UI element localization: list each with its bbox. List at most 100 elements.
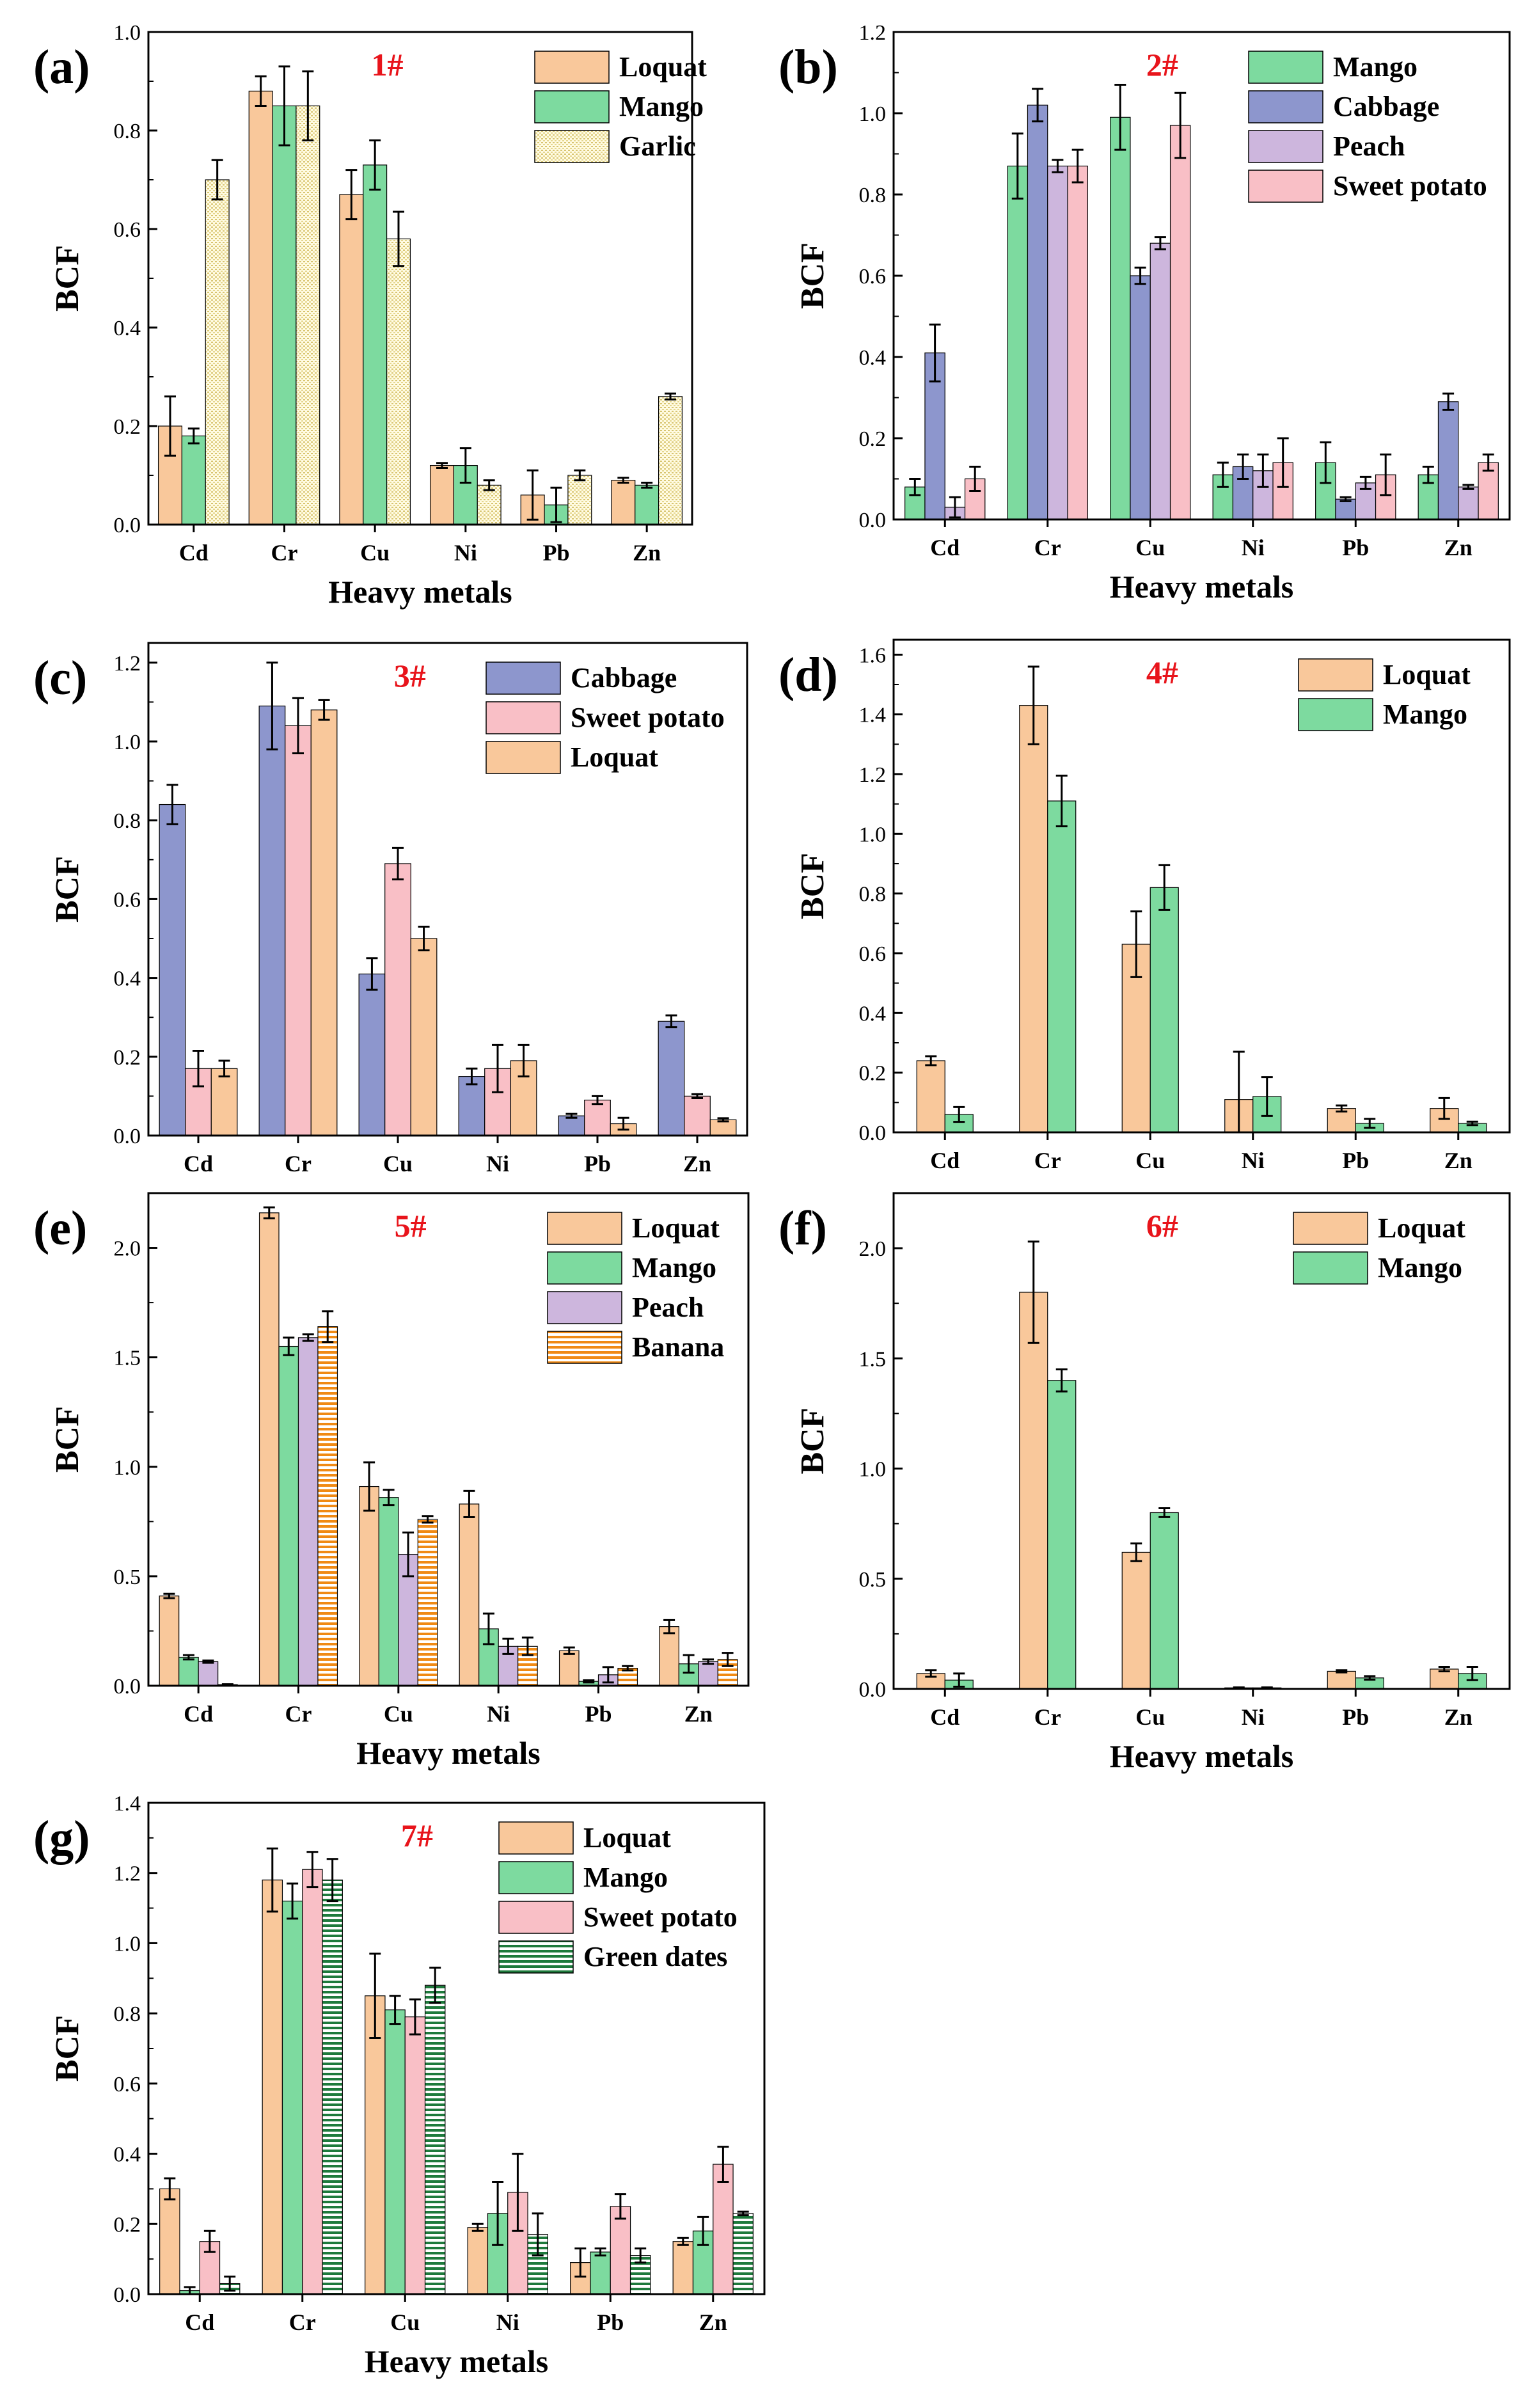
x-tick-label-cd: Cd <box>930 535 959 560</box>
y-tick-label: 0.4 <box>114 967 141 991</box>
y-tick-label: 0.4 <box>859 346 887 370</box>
x-tick-label-ni: Ni <box>1242 1148 1265 1173</box>
panel-title: 6# <box>1146 1208 1178 1244</box>
y-tick-label: 0.4 <box>114 317 141 340</box>
panel-letter: (b) <box>778 40 838 94</box>
y-tick-label: 0.8 <box>859 883 887 907</box>
bar-peach-cu <box>1149 242 1171 520</box>
error-bar-garlic-cu <box>393 210 404 267</box>
legend-swatch <box>547 1251 622 1285</box>
x-tick-label-pb: Pb <box>1342 1148 1369 1173</box>
bar-loquat-cu <box>365 1995 386 2295</box>
error-bar-loquat-cd <box>164 2177 176 2201</box>
legend-label: Loquat <box>1383 659 1471 690</box>
y-tick-label: 1.0 <box>859 823 887 846</box>
bar-garlic-cr <box>296 105 320 525</box>
x-tick-label-zn: Zn <box>1444 1704 1473 1730</box>
error-bar-mango-pb <box>583 1679 595 1684</box>
error-bar-sweet-potato-cd <box>203 2230 216 2253</box>
error-bar-loquat-pb <box>1336 1669 1348 1674</box>
error-bar-garlic-cr <box>302 70 314 141</box>
legend-swatch <box>547 1331 622 1364</box>
error-bar-loquat-cu <box>345 169 358 221</box>
error-bar-cabbage-ni <box>1237 453 1249 480</box>
bar-garlic-cd <box>205 179 230 525</box>
error-bar-cabbage-pb <box>1339 496 1352 502</box>
legend-item-loquat: Loquat <box>534 51 707 84</box>
error-bar-mango-cr <box>283 1336 295 1356</box>
x-tick-label-cu: Cu <box>360 540 390 566</box>
x-axis-label: Heavy metals <box>328 574 512 610</box>
error-bar-sweet-potato-cd <box>969 465 981 493</box>
legend-swatch <box>486 701 561 734</box>
x-tick-label-ni: Ni <box>496 2309 519 2335</box>
x-tick-label-zn: Zn <box>633 540 661 566</box>
error-bar-loquat-ni <box>436 462 448 469</box>
error-bar-loquat-ni <box>463 1489 475 1518</box>
y-tick-label: 0.5 <box>859 1568 887 1592</box>
error-bar-cabbage-zn <box>1442 392 1455 411</box>
x-tick-label-pb: Pb <box>1342 535 1369 560</box>
bar-sweet-potato-cu <box>1169 125 1191 520</box>
error-bar-mango-cu <box>1158 1507 1171 1518</box>
error-bar-peach-zn <box>702 1658 715 1665</box>
bar-cabbage-cr <box>258 705 286 1136</box>
bar-loquat-cu <box>339 194 364 525</box>
legend-swatch <box>1248 90 1323 123</box>
error-bar-cabbage-cr <box>1032 88 1044 123</box>
error-bar-mango-zn <box>683 1654 695 1674</box>
panel--g-: 0.0 0.2 0.4 0.6 0.8 1.0 1.2 1.4 Cd Cr Cu Ni Pb Zn BCF H… <box>33 1792 766 2379</box>
y-tick-label: 0.2 <box>114 2213 141 2237</box>
bar-banana-cu <box>417 1519 438 1686</box>
x-tick-label-cr: Cr <box>1034 535 1061 560</box>
error-bar-loquat-cd <box>163 1592 175 1599</box>
x-tick-label-zn: Zn <box>683 1151 711 1176</box>
panel-title: 4# <box>1146 654 1178 690</box>
error-bar-mango-ni <box>459 447 471 484</box>
legend-label: Mango <box>583 1862 668 1893</box>
legend-label: Sweet potato <box>583 1901 738 1933</box>
error-bar-green-dates-cr <box>326 1858 338 1903</box>
error-bar-mango-cu <box>389 1995 401 2025</box>
panel-letter: (e) <box>33 1201 87 1255</box>
error-bar-mango-cd <box>953 1672 965 1688</box>
y-tick-label: 0.2 <box>859 427 887 451</box>
error-bar-mango-cr <box>287 1882 299 1920</box>
bar-loquat-cr <box>248 90 273 525</box>
error-bar-loquat-cd <box>164 395 176 457</box>
bar-mango-cr <box>1047 800 1077 1133</box>
bar-mango-zn <box>635 484 659 525</box>
y-tick-label: 0.0 <box>859 1121 887 1145</box>
x-tick-label-cr: Cr <box>1034 1148 1061 1173</box>
x-tick-label-cd: Cd <box>179 540 209 566</box>
bar-loquat-ni <box>459 1503 480 1686</box>
error-bar-peach-pb <box>1359 475 1371 490</box>
legend-label: Loquat <box>619 51 707 83</box>
bar-loquat-cr <box>310 709 338 1136</box>
legend-swatch <box>547 1212 622 1245</box>
legend-label: Loquat <box>632 1212 720 1244</box>
legend-swatch <box>498 1821 574 1855</box>
panel--f-: 0.0 0.5 1.0 1.5 2.0 Cd Cr Cu Ni Pb Zn BCF Heavy meta… <box>778 1192 1511 1774</box>
error-bar-loquat-ni <box>517 1043 530 1078</box>
bar-sweet-potato-zn <box>1478 462 1499 520</box>
legend-swatch <box>498 1861 574 1894</box>
bar-mango-cu <box>363 164 388 525</box>
legend-item-peach: Peach <box>1248 130 1405 163</box>
x-tick-label-cr: Cr <box>271 540 298 566</box>
error-bar-mango-ni <box>492 2180 504 2246</box>
x-tick-label-cu: Cu <box>1135 1148 1165 1173</box>
panel-title: 7# <box>401 1818 433 1853</box>
bar-cabbage-zn <box>1437 401 1459 520</box>
bar-sweet-potato-cu <box>384 863 411 1136</box>
error-bar-mango-pb <box>1364 1118 1376 1129</box>
error-bar-sweet-potato-cr <box>1071 148 1084 184</box>
y-tick-label: 0.8 <box>859 184 887 207</box>
error-bar-banana-cu <box>422 1515 434 1524</box>
bar-mango-cd <box>178 1656 199 1686</box>
x-tick-label-cu: Cu <box>383 1151 413 1176</box>
panel--b-: 0.0 0.2 0.4 0.6 0.8 1.0 1.2 Cd Cr Cu Ni Pb Zn BCF Heav… <box>778 21 1511 605</box>
x-tick-label-pb: Pb <box>585 1701 612 1727</box>
y-tick-label: 0.4 <box>859 1002 887 1026</box>
y-axis-label: BCF <box>49 856 86 923</box>
